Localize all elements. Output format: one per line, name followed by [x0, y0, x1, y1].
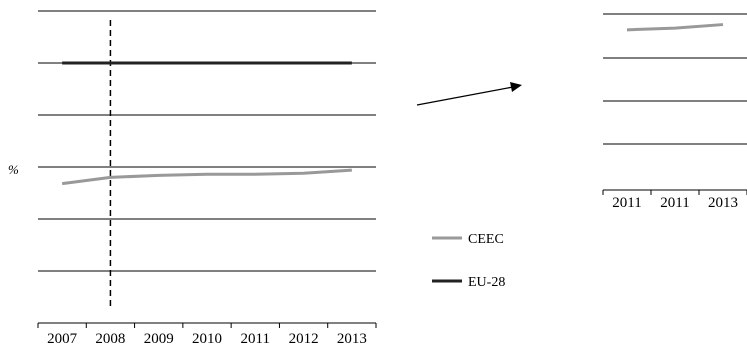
- zoom-x-tick-label: 2011: [660, 195, 689, 211]
- main-chart-series: [61, 61, 352, 186]
- legend-label: EU-28: [468, 275, 505, 290]
- zoom-chart-gridlines: [603, 13, 747, 145]
- zoom-arrow-icon: [416, 82, 522, 106]
- zoom-chart: 2011 2011 2013: [602, 13, 747, 211]
- series-line-ceec: [61, 168, 352, 186]
- x-tick-label: 2010: [192, 331, 222, 346]
- legend-item-eu-28: EU-28: [432, 275, 505, 290]
- x-tick-label: 2009: [144, 331, 174, 346]
- zoom-series-line-ceec: [626, 23, 724, 32]
- zoom-chart-series: [626, 23, 724, 32]
- x-tick-label: 2008: [95, 331, 125, 346]
- zoom-chart-x-axis: 2011 2011 2013: [602, 189, 747, 211]
- legend-label: CEEC: [468, 232, 504, 247]
- legend: CEEC EU-28: [432, 232, 505, 290]
- y-axis-label: %: [8, 162, 19, 177]
- x-tick-label: 2007: [47, 331, 78, 346]
- x-tick-label: 2013: [337, 331, 367, 346]
- main-chart: 2007 2008 2009 2010 2011 2012 2013 %: [8, 10, 377, 346]
- legend-item-ceec: CEEC: [432, 232, 504, 247]
- zoom-x-tick-label: 2011: [612, 195, 641, 211]
- x-tick-label: 2011: [241, 331, 270, 346]
- x-tick-label: 2012: [289, 331, 319, 346]
- main-chart-gridlines: [38, 10, 376, 272]
- zoom-x-tick-label: 2013: [708, 195, 738, 211]
- main-chart-x-axis: 2007 2008 2009 2010 2011 2012 2013: [37, 322, 377, 346]
